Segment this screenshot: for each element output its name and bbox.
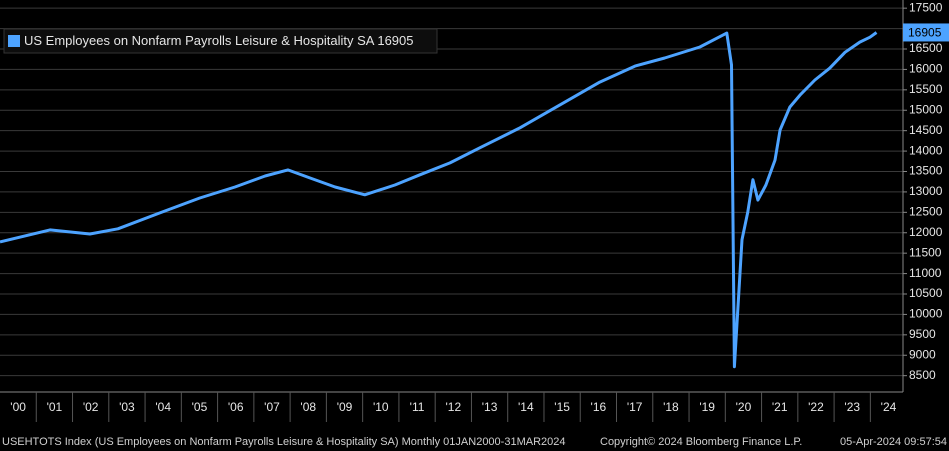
x-tick-label: '13 bbox=[482, 400, 498, 414]
y-tick-label: 17500 bbox=[909, 0, 943, 14]
y-tick-label: 13500 bbox=[909, 164, 943, 178]
x-tick-label: '17 bbox=[627, 400, 643, 414]
x-tick-label: '06 bbox=[228, 400, 244, 414]
x-tick-label: '23 bbox=[844, 400, 860, 414]
footer-description: USEHTOTS Index (US Employees on Nonfarm … bbox=[2, 436, 565, 448]
y-tick-label: 15500 bbox=[909, 82, 943, 96]
legend-box bbox=[3, 28, 438, 54]
x-tick-label: '10 bbox=[373, 400, 389, 414]
y-tick-label: 11000 bbox=[909, 266, 942, 280]
last-value-label: 16905 bbox=[908, 26, 942, 40]
grid bbox=[0, 7, 903, 377]
x-tick-label: '03 bbox=[119, 400, 135, 414]
last-value-badge bbox=[903, 23, 949, 42]
x-tick-label: '00 bbox=[10, 400, 26, 414]
x-tick-label: '04 bbox=[155, 400, 171, 414]
y-tick-label: 15000 bbox=[909, 102, 943, 116]
y-tick-label: 9500 bbox=[909, 327, 936, 341]
x-tick-label: '20 bbox=[736, 400, 752, 414]
y-tick-label: 9000 bbox=[909, 347, 936, 361]
footer-timestamp: 05-Apr-2024 09:57:54 bbox=[840, 436, 947, 448]
x-tick-label: '22 bbox=[808, 400, 824, 414]
legend-label: US Employees on Nonfarm Payrolls Leisure… bbox=[24, 33, 414, 48]
x-tick-label: '21 bbox=[772, 400, 788, 414]
legend-value: 16905 bbox=[377, 33, 413, 48]
y-tick-label: 14500 bbox=[909, 123, 943, 137]
plot bbox=[0, 31, 878, 369]
y-tick-label: 16500 bbox=[909, 41, 943, 55]
legend-name: US Employees on Nonfarm Payrolls Leisure… bbox=[24, 33, 375, 48]
x-tick-label: '16 bbox=[591, 400, 607, 414]
x-tick-label: '01 bbox=[47, 400, 63, 414]
y-tick-label: 10500 bbox=[909, 286, 943, 300]
y-tick-label: 14000 bbox=[909, 143, 943, 157]
x-tick-label: '02 bbox=[83, 400, 99, 414]
legend-swatch bbox=[8, 35, 20, 47]
x-tick-label: '15 bbox=[554, 400, 570, 414]
x-tick-label: '18 bbox=[663, 400, 679, 414]
x-tick-label: '14 bbox=[518, 400, 534, 414]
y-tick-label: 13000 bbox=[909, 184, 943, 198]
x-tick-label: '05 bbox=[192, 400, 208, 414]
y-tick-label: 8500 bbox=[909, 368, 936, 382]
y-tick-label: 12000 bbox=[909, 225, 943, 239]
x-tick-label: '09 bbox=[337, 400, 353, 414]
x-tick-label: '24 bbox=[881, 400, 897, 414]
legend: US Employees on Nonfarm Payrolls Leisure… bbox=[3, 28, 438, 54]
y-tick-label: 10000 bbox=[909, 307, 943, 321]
x-tick-label: '11 bbox=[410, 400, 425, 414]
series-line bbox=[0, 31, 878, 369]
y-tick-label: 11500 bbox=[909, 245, 942, 259]
y-tick-label: 12500 bbox=[909, 205, 943, 219]
footer-copyright: Copyright© 2024 Bloomberg Finance L.P. bbox=[600, 436, 802, 448]
x-tick-label: '08 bbox=[300, 400, 316, 414]
y-tick-label: 16000 bbox=[909, 62, 943, 76]
x-tick-label: '12 bbox=[445, 400, 461, 414]
x-tick-label: '07 bbox=[264, 400, 280, 414]
x-tick-label: '19 bbox=[699, 400, 715, 414]
